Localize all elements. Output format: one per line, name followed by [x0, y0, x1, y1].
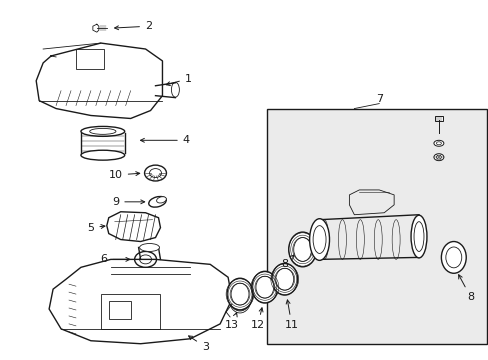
Text: 8: 8	[458, 275, 473, 302]
Ellipse shape	[293, 238, 311, 261]
Bar	[76, 49, 103, 69]
Text: 13: 13	[224, 312, 239, 330]
Ellipse shape	[149, 168, 161, 177]
Ellipse shape	[275, 268, 293, 290]
Ellipse shape	[413, 222, 423, 251]
Ellipse shape	[134, 251, 156, 267]
Ellipse shape	[251, 271, 277, 303]
Ellipse shape	[433, 154, 443, 161]
Bar	[266, 109, 486, 344]
Ellipse shape	[226, 278, 252, 310]
Text: 7: 7	[375, 94, 382, 104]
Text: 3: 3	[188, 336, 208, 352]
Text: 5: 5	[87, 222, 105, 233]
Bar	[108, 301, 130, 319]
Ellipse shape	[148, 197, 166, 207]
Ellipse shape	[81, 150, 124, 160]
Text: 6: 6	[100, 255, 129, 264]
Ellipse shape	[435, 142, 441, 145]
Ellipse shape	[139, 255, 151, 264]
Ellipse shape	[255, 276, 273, 298]
Text: 2: 2	[114, 21, 152, 31]
Ellipse shape	[144, 165, 166, 181]
Bar	[434, 116, 442, 121]
Bar	[101, 294, 160, 329]
Ellipse shape	[288, 232, 316, 267]
Text: 8: 8	[281, 255, 293, 269]
Text: 12: 12	[250, 308, 264, 330]
Ellipse shape	[312, 226, 325, 253]
Ellipse shape	[435, 155, 441, 159]
Text: 4: 4	[140, 135, 189, 145]
Ellipse shape	[433, 140, 443, 146]
Text: 1: 1	[166, 74, 191, 86]
Ellipse shape	[156, 197, 166, 203]
Text: 9: 9	[112, 197, 144, 207]
Ellipse shape	[271, 264, 297, 295]
Text: 10: 10	[108, 170, 140, 180]
Ellipse shape	[309, 219, 329, 260]
Ellipse shape	[441, 242, 465, 273]
Ellipse shape	[231, 283, 248, 305]
Ellipse shape	[445, 247, 461, 268]
Text: 11: 11	[284, 300, 298, 330]
Ellipse shape	[410, 215, 426, 258]
Ellipse shape	[139, 243, 159, 251]
